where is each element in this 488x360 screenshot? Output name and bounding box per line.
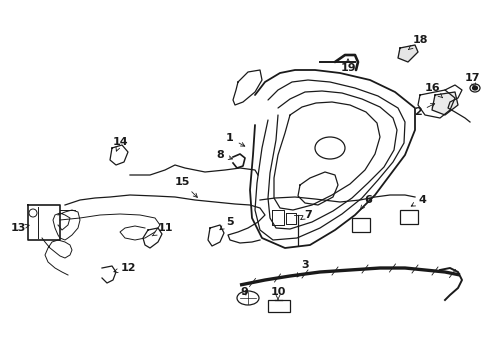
Text: 3: 3: [296, 260, 308, 277]
Text: 1: 1: [225, 133, 244, 146]
Text: 2: 2: [413, 104, 434, 117]
Text: 10: 10: [270, 287, 285, 300]
Text: 17: 17: [463, 73, 479, 87]
Text: 11: 11: [152, 223, 172, 236]
Text: 5: 5: [220, 217, 233, 230]
Text: 9: 9: [240, 287, 247, 297]
Text: 15: 15: [174, 177, 197, 197]
Text: 13: 13: [10, 223, 29, 233]
Text: 8: 8: [216, 150, 232, 160]
Text: 14: 14: [112, 137, 127, 151]
Text: 19: 19: [340, 59, 355, 73]
Text: 6: 6: [359, 195, 371, 210]
Polygon shape: [397, 45, 417, 62]
Polygon shape: [431, 92, 457, 115]
Ellipse shape: [471, 86, 476, 90]
Text: 12: 12: [114, 263, 136, 273]
Text: 4: 4: [410, 195, 425, 206]
Text: 16: 16: [423, 83, 442, 98]
Text: 18: 18: [407, 35, 427, 50]
Text: 7: 7: [300, 210, 311, 220]
